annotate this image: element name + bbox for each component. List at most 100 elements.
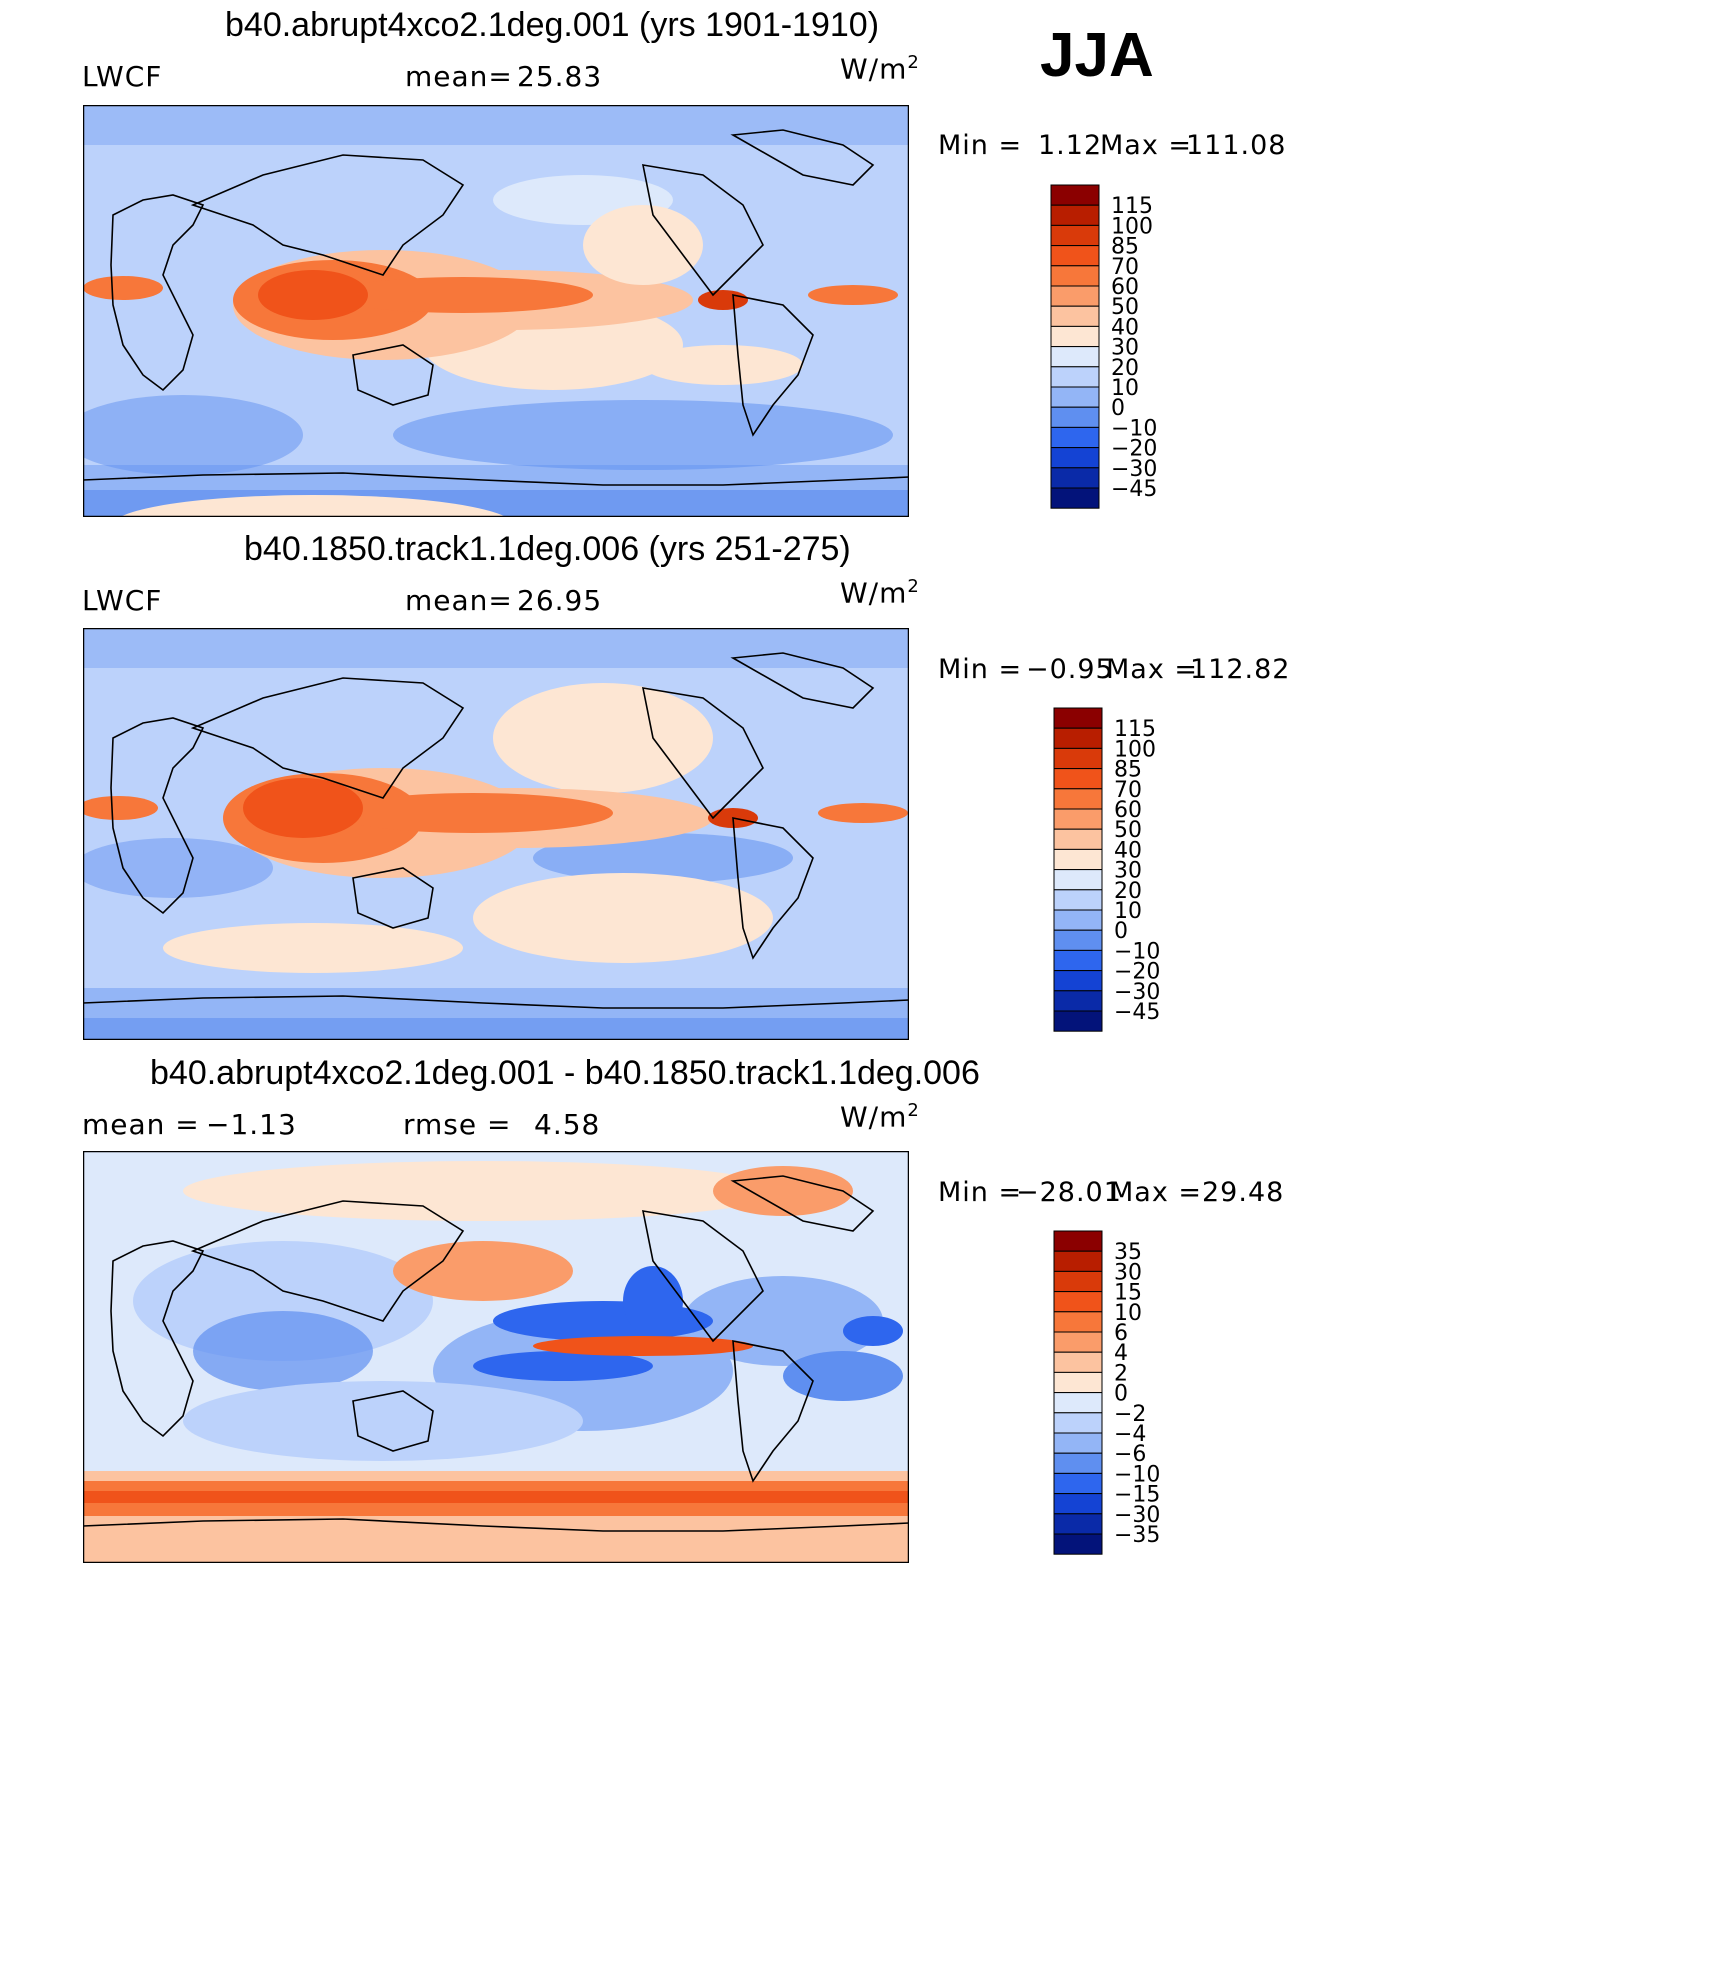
colorbar-tick-label: 6 [1114,1321,1128,1346]
colorbar-swatch [1053,1472,1103,1495]
colorbar-tick-label: 70 [1111,255,1139,280]
colorbar-swatch [1053,1250,1103,1272]
colorbar-swatch [1050,386,1100,408]
colorbar-swatch [1053,889,1103,911]
colorbar-swatch [1053,1392,1103,1414]
colorbar-tick-label: 50 [1111,295,1139,320]
colorbar-tick-label: 15 [1114,1281,1142,1306]
panel1-max-label: Max = [1100,130,1193,161]
colorbar-swatch [1050,406,1100,428]
panel3-rmse-value: 4.58 [534,1108,601,1141]
colorbar-swatch [1050,204,1100,226]
colorbar-swatch [1050,426,1100,449]
colorbar-swatch [1053,1351,1103,1373]
colorbar-tick-label: −10 [1114,939,1160,964]
panel1-min-label: Min = [938,130,1023,161]
colorbar-tick-label: −20 [1111,437,1157,462]
panel3-units: W/m2 [840,1100,920,1134]
panel3-min-label: Min = [938,1177,1023,1208]
colorbar-tick-label: −15 [1114,1483,1160,1508]
colorbar-tick-label: −30 [1111,457,1157,482]
colorbar-tick-label: 0 [1111,396,1125,421]
colorbar-tick-label: 10 [1114,1301,1142,1326]
colorbar-tick-label: 100 [1111,214,1153,239]
colorbar-swatch [1050,285,1100,307]
colorbar-tick-label: −45 [1114,1000,1160,1025]
colorbar-swatch [1053,1513,1103,1535]
colorbar-tick-label: 20 [1114,879,1142,904]
colorbar-swatch [1053,1533,1103,1555]
panel3-min-value: −28.01 [1016,1177,1122,1208]
colorbar-swatch [1050,366,1100,388]
colorbar-tick-label: −45 [1111,477,1157,502]
panel2-max-label: Max = [1106,654,1199,685]
colorbar-swatch [1053,1010,1103,1032]
colorbar-tick-label: 60 [1111,275,1139,300]
panel1-map [83,105,909,517]
colorbar-swatch [1053,1432,1103,1454]
colorbar-swatch [1050,224,1100,247]
colorbar-swatch [1050,265,1100,287]
colorbar-tick-label: 40 [1111,315,1139,340]
colorbar-swatch [1053,848,1103,871]
panel2-max-value: 112.82 [1190,654,1291,685]
colorbar-swatch [1050,325,1100,348]
panel3-max-value: 29.48 [1202,1177,1285,1208]
colorbar-tick-label: −2 [1114,1402,1146,1427]
colorbar-swatch [1053,949,1103,972]
season-label: JJA [1040,21,1154,90]
panel1-variable-label: LWCF [82,60,163,93]
panel3-title: b40.abrupt4xco2.1deg.001 - b40.1850.trac… [150,1054,980,1092]
colorbar-tick-label: −30 [1114,1503,1160,1528]
colorbar-swatch [1053,929,1103,951]
panel2-variable-label: LWCF [82,584,163,617]
colorbar-tick-label: 100 [1114,737,1156,762]
colorbar-swatch [1053,788,1103,810]
colorbar-tick-label: −4 [1114,1422,1146,1447]
panel1-min-value: 1.12 [1038,130,1103,161]
panel2-min-value: −0.95 [1026,654,1114,685]
panel1-title: b40.abrupt4xco2.1deg.001 (yrs 1901-1910) [225,6,880,44]
colorbar-swatch [1053,869,1103,891]
colorbar-tick-label: 115 [1111,194,1153,219]
panel1-mean-value: 25.83 [517,60,603,93]
panel2-mean-value: 26.95 [517,584,603,617]
panel1-max-value: 111.08 [1186,130,1287,161]
panel2-map [83,628,909,1040]
colorbar-tick-label: 20 [1111,356,1139,381]
colorbar-tick-label: 30 [1114,859,1142,884]
colorbar-swatch [1050,467,1100,489]
panel3-map [83,1151,909,1563]
colorbar-tick-label: 2 [1114,1361,1128,1386]
panel3-max-label: Max = [1110,1177,1203,1208]
colorbar-tick-label: 10 [1111,376,1139,401]
colorbar-tick-label: 0 [1114,1382,1128,1407]
colorbar-swatch [1050,487,1100,509]
colorbar-swatch [1053,990,1103,1012]
colorbar-swatch [1053,970,1103,992]
colorbar-swatch [1053,707,1103,729]
colorbar-tick-label: 60 [1114,798,1142,823]
panel2-title: b40.1850.track1.1deg.006 (yrs 251-275) [244,530,851,568]
panel3-mean-value: −1.13 [206,1108,297,1141]
colorbar-tick-label: 115 [1114,717,1156,742]
colorbar-swatch [1053,808,1103,830]
colorbar-tick-label: −20 [1114,960,1160,985]
colorbar-tick-label: 50 [1114,818,1142,843]
panel1-mean-label: mean= [405,60,513,93]
colorbar-swatch [1050,184,1100,206]
panel2-mean-label: mean= [405,584,513,617]
colorbar-swatch [1053,1493,1103,1515]
colorbar-tick-label: 85 [1114,758,1142,783]
colorbar-swatch [1053,1270,1103,1293]
colorbar-tick-label: 35 [1114,1240,1142,1265]
colorbar-swatch [1053,1371,1103,1394]
colorbar-swatch [1053,828,1103,850]
colorbar-tick-label: 30 [1111,336,1139,361]
colorbar-swatch [1053,1412,1103,1434]
colorbar-swatch [1053,909,1103,931]
colorbar-swatch [1050,245,1100,267]
colorbar-swatch [1050,305,1100,327]
colorbar-tick-label: 10 [1114,899,1142,924]
